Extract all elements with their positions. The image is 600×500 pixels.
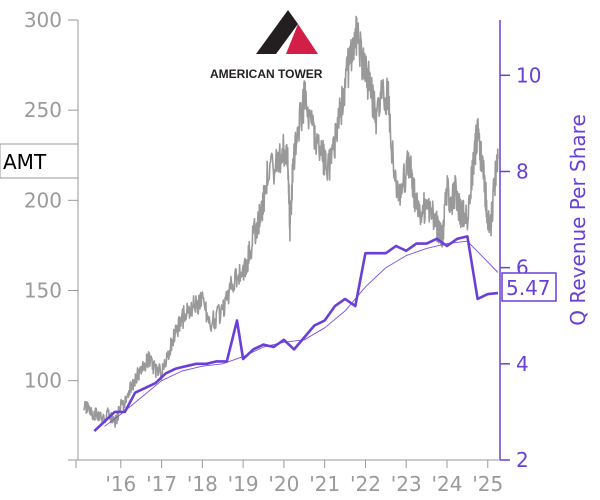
left-tick-label: 250 [24, 98, 62, 122]
x-tick-label: '22 [350, 472, 381, 496]
left-tick-label: 150 [24, 278, 62, 302]
series-layer [83, 15, 499, 433]
logo-mark-accent [286, 24, 318, 54]
ma-series-line [104, 240, 499, 427]
x-tick-label: '23 [391, 472, 422, 496]
x-ticks: '16 '17 '18 '19 '20 '21 '22 '23 '24 '25 [75, 460, 503, 496]
right-tick-label: 10 [516, 63, 541, 87]
right-tick-label: 8 [516, 159, 529, 183]
ticker-label: AMT [0, 143, 79, 179]
left-tick-label: 200 [24, 188, 62, 212]
x-tick-label: '17 [146, 472, 177, 496]
x-tick-label: '21 [309, 472, 340, 496]
price-series-line [83, 15, 499, 428]
right-tick-label: 4 [516, 352, 529, 376]
x-tick-label: '20 [268, 472, 299, 496]
revenue-series-line [93, 235, 499, 433]
last-value-label: 5.47 [501, 272, 557, 302]
american-tower-logo: AMERICAN TOWER [210, 10, 323, 81]
left-tick-label: 100 [24, 369, 62, 393]
logo-text: AMERICAN TOWER [210, 67, 323, 81]
ticker-box [0, 143, 79, 179]
last-value-box [501, 272, 557, 302]
ticker-text: AMT [3, 150, 47, 174]
right-axis-title: Q Revenue Per Share [566, 114, 590, 326]
x-tick-label: '19 [228, 472, 259, 496]
left-y-ticks: 100 150 200 250 300 [24, 8, 78, 393]
left-tick-label: 300 [24, 8, 62, 32]
right-tick-label: 2 [516, 448, 529, 472]
x-tick-label: '24 [432, 472, 463, 496]
x-tick-label: '16 [105, 472, 136, 496]
logo-mark-dark [256, 10, 298, 54]
x-tick-label: '25 [472, 472, 503, 496]
x-tick-label: '18 [187, 472, 218, 496]
last-value-text: 5.47 [506, 276, 551, 300]
